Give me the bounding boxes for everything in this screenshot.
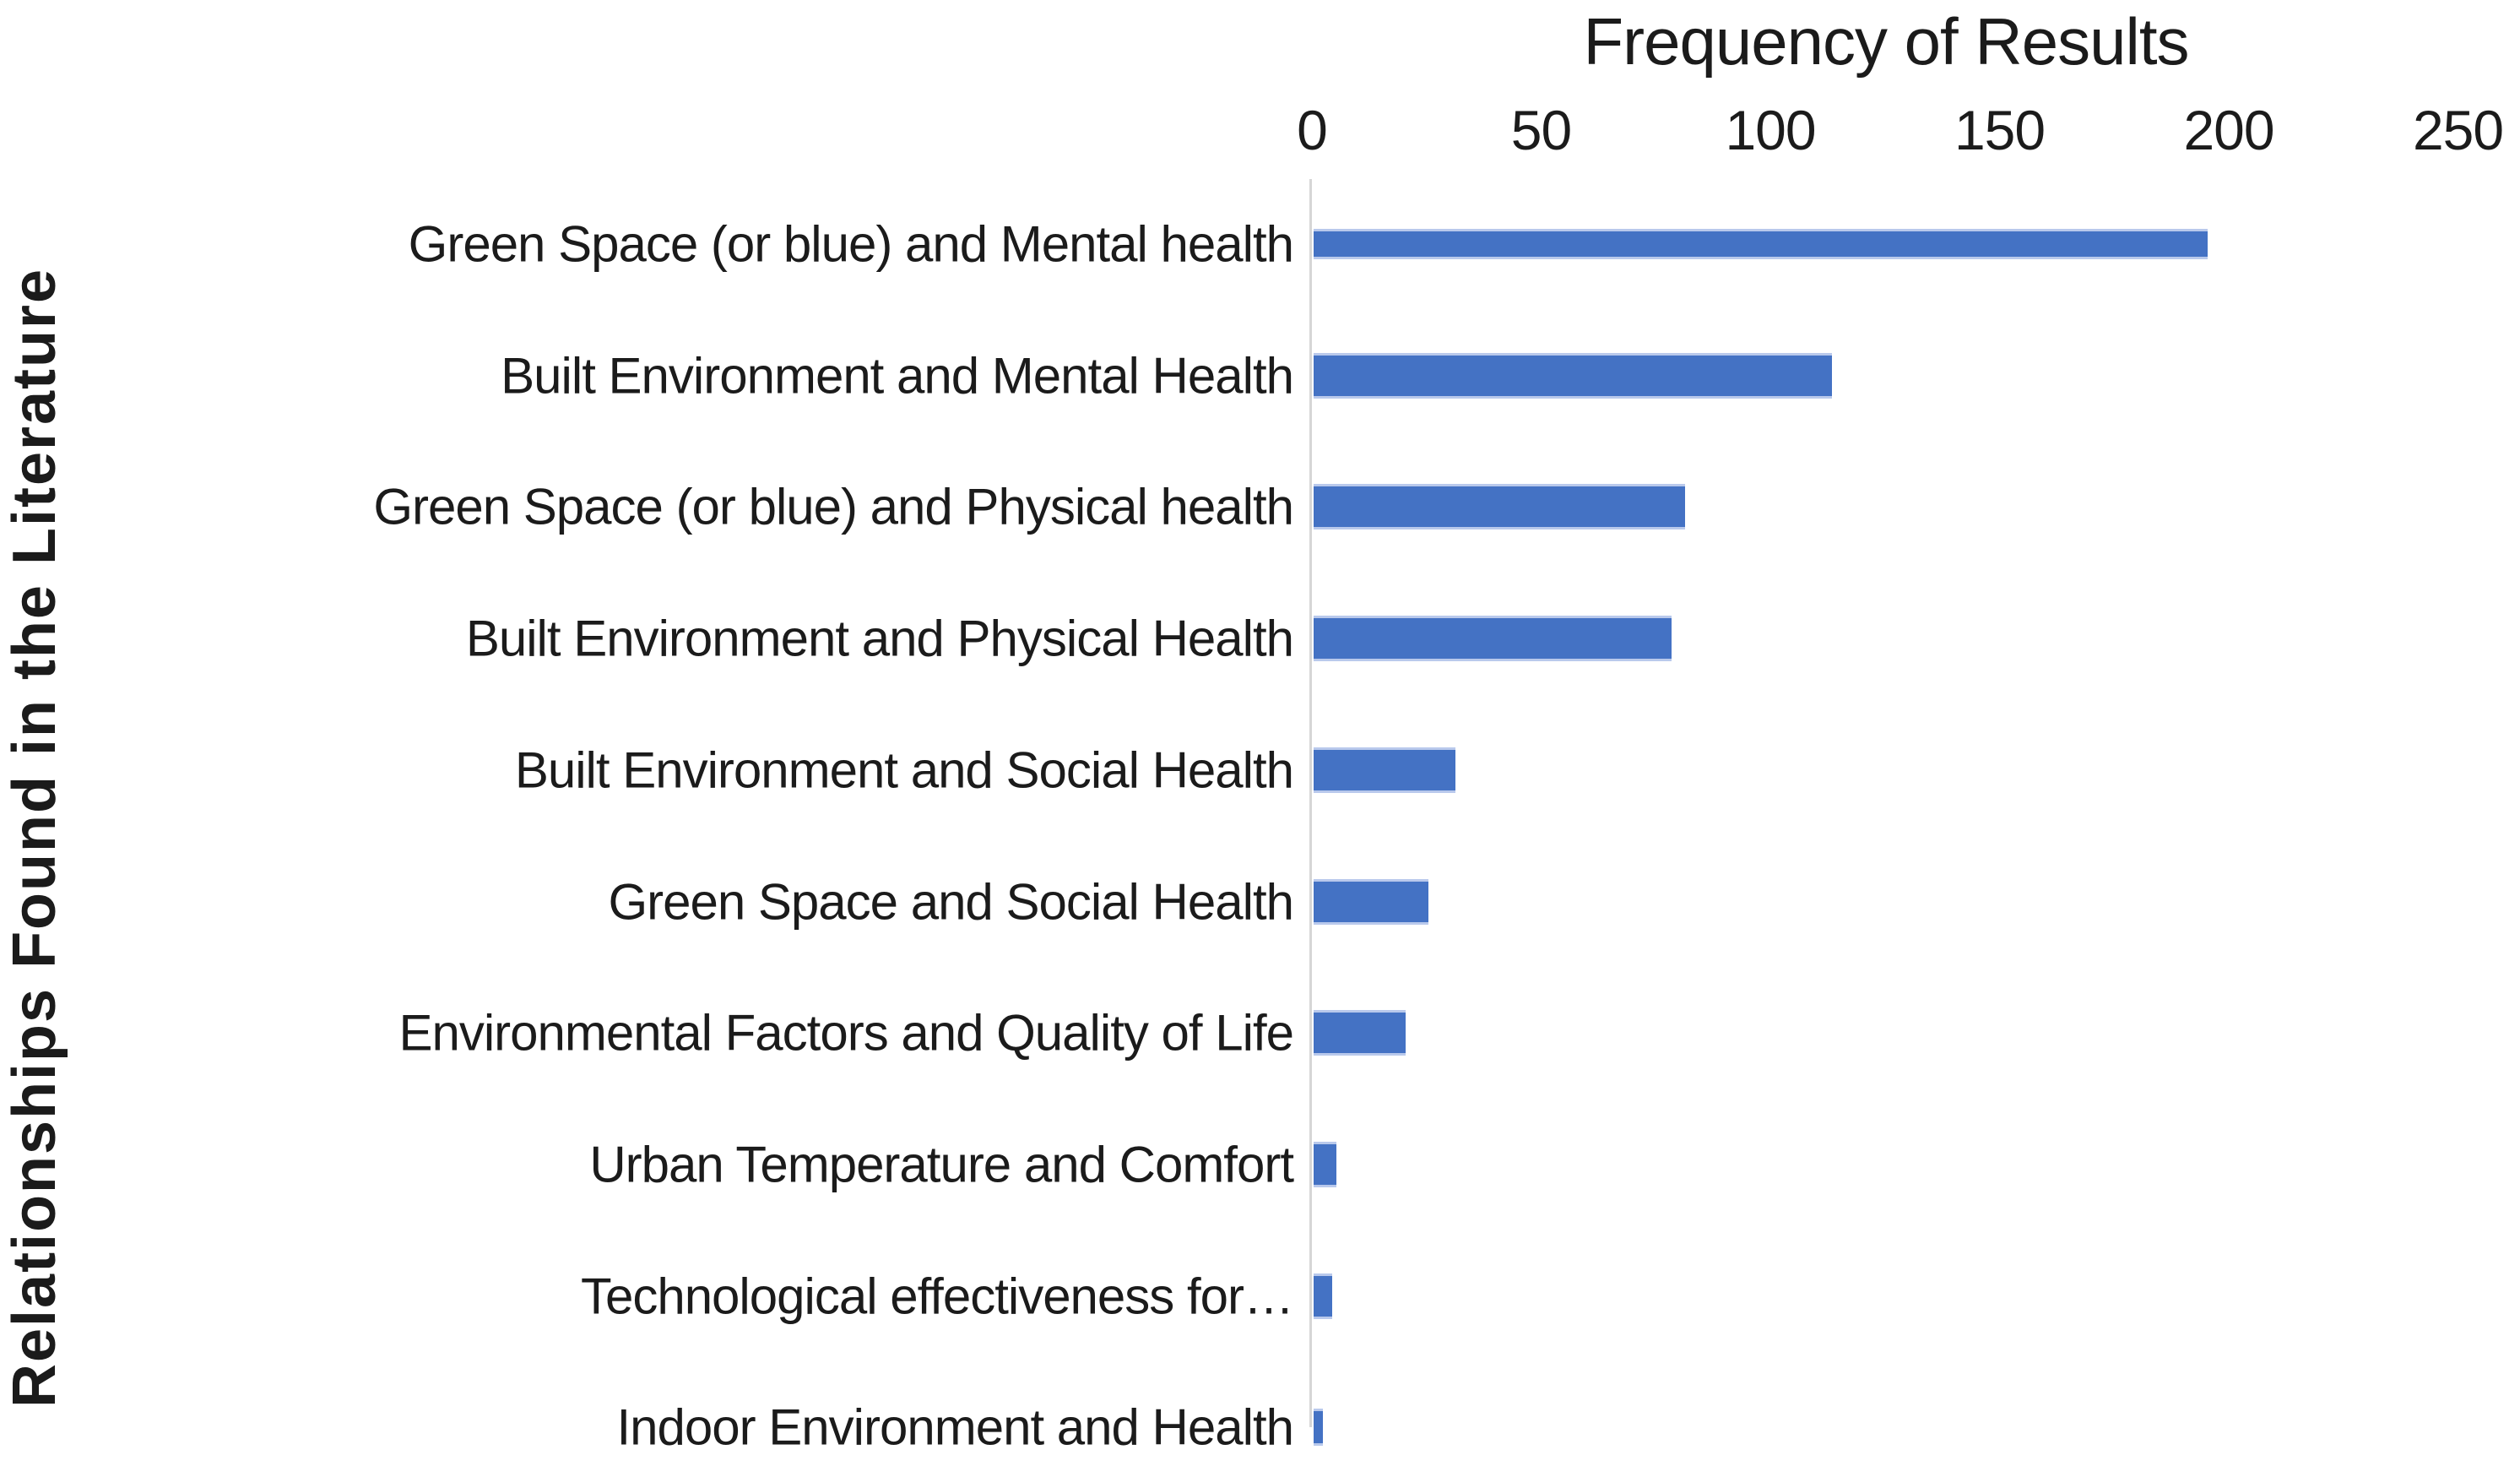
category-label: Indoor Environment and Health [616, 1398, 1294, 1456]
bar [1314, 1275, 1332, 1317]
x-axis-tick-label: 200 [2183, 99, 2274, 161]
bar [1314, 618, 1672, 660]
bar [1314, 486, 1685, 528]
category-axis-line [1309, 179, 1312, 1427]
x-axis-tick-label: 250 [2412, 99, 2504, 161]
bar [1314, 881, 1428, 922]
category-label: Environmental Factors and Quality of Lif… [398, 1004, 1294, 1062]
bar [1314, 355, 1832, 396]
bar [1314, 231, 2208, 257]
bar [1314, 1143, 1336, 1185]
chart-title: Frequency of Results [1583, 4, 2189, 79]
bar [1314, 1411, 1323, 1444]
x-axis-tick-label: 50 [1510, 99, 1572, 161]
category-label: Built Environment and Physical Health [465, 610, 1294, 667]
bar [1314, 1013, 1406, 1054]
x-axis-tick-label: 150 [1954, 99, 2046, 161]
category-label: Technological effectiveness for… [580, 1268, 1294, 1325]
category-label: Green Space (or blue) and Physical healt… [373, 478, 1294, 535]
x-axis-tick-label: 0 [1297, 99, 1328, 161]
category-label: Urban Temperature and Comfort [589, 1136, 1294, 1193]
category-label: Built Environment and Mental Health [501, 347, 1294, 405]
category-label: Green Space and Social Health [608, 873, 1294, 930]
bar [1314, 749, 1455, 790]
category-label: Built Environment and Social Health [514, 741, 1294, 799]
x-axis-tick-label: 100 [1725, 99, 1816, 161]
y-axis-title: Relationships Found in the Literature [1, 267, 68, 1409]
category-label: Green Space (or blue) and Mental health [408, 215, 1294, 273]
